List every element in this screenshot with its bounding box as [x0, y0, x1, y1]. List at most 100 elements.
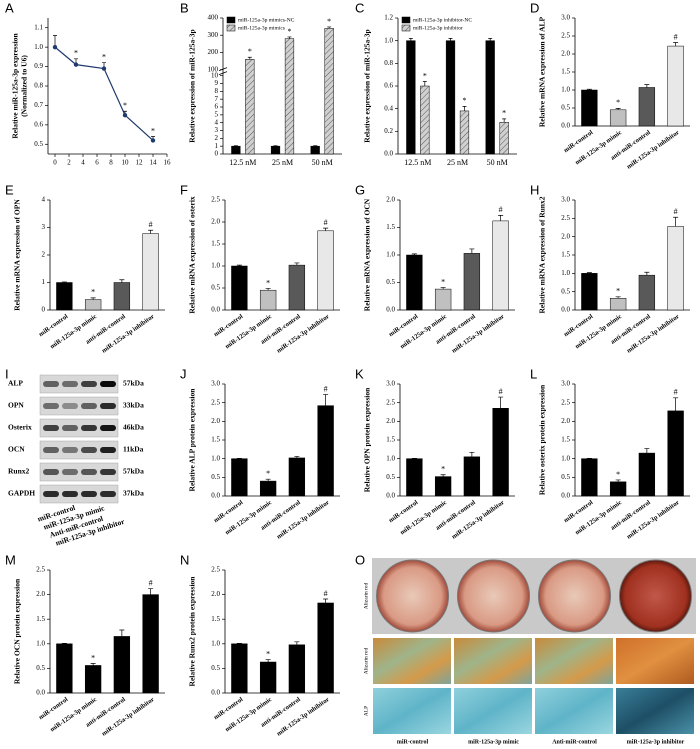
bar	[406, 254, 423, 311]
y-tick-label: 2.5	[211, 398, 220, 406]
annotation: #	[674, 388, 678, 397]
y-tick-label: 0.5	[561, 104, 570, 112]
blot-band	[81, 425, 97, 431]
y-tick-label: 2.5	[211, 566, 220, 574]
bar	[492, 220, 509, 311]
blot-row-label: Runx2	[8, 467, 30, 476]
micrograph	[616, 688, 694, 734]
point	[52, 44, 58, 50]
panel-label: E	[5, 182, 14, 197]
bar	[463, 456, 481, 497]
bar	[231, 145, 241, 155]
bar	[324, 28, 334, 155]
point	[101, 66, 107, 71]
error-bar	[411, 253, 417, 255]
blot-row-label: OPN	[8, 401, 24, 410]
y-tick-label: 0.9	[34, 62, 43, 70]
y-tick-label: 1.0	[561, 269, 570, 277]
annotation: *	[502, 109, 506, 118]
y-tick-label: 3.0	[561, 196, 570, 204]
blot-band	[43, 425, 59, 431]
y-tick-label: 7	[215, 95, 219, 103]
bar	[288, 264, 306, 311]
y-tick-label: 2.0	[561, 417, 570, 425]
y-tick-label: 4	[42, 196, 46, 204]
y-tick-label: 2.0	[386, 417, 395, 425]
y-axis-label: Relative OPN protein expression	[363, 387, 372, 492]
error-bar	[61, 281, 67, 283]
y-axis-label: Relative OCN protein expression	[13, 578, 22, 684]
well	[457, 559, 530, 633]
annotation: #	[499, 387, 503, 396]
error-bar	[148, 588, 154, 595]
blot-strip	[39, 374, 119, 394]
bar	[638, 87, 656, 127]
y-tick-label: 3.0	[561, 14, 570, 22]
panel-label: C	[355, 0, 364, 15]
y-tick-label: 8	[215, 87, 219, 95]
bar	[609, 109, 627, 127]
panel-label: H	[530, 182, 539, 197]
y-tick-label: 5	[215, 110, 219, 118]
bar	[434, 288, 452, 311]
legend-swatch	[401, 24, 411, 32]
annotation: *	[151, 126, 155, 135]
bar	[667, 45, 684, 127]
bar	[463, 253, 481, 311]
blot-band	[100, 403, 116, 409]
y-tick-label: 1.5	[211, 615, 220, 623]
annotation: *	[287, 27, 291, 36]
y-tick-label: 1.0	[561, 454, 570, 462]
error-bar	[488, 38, 493, 41]
y-axis-label: Relative ALP protein expression	[188, 388, 197, 492]
y-tick-label: 0.0	[561, 122, 570, 130]
bar	[245, 59, 255, 155]
error-bar	[498, 215, 504, 221]
x-tick-label: 25 nM	[272, 158, 293, 167]
y-tick-label: 3	[215, 126, 219, 134]
y-tick-label: 1.0	[384, 36, 393, 44]
x-tick-label: 8	[109, 159, 113, 167]
y-tick-label: 0.8	[384, 59, 393, 67]
legend-label: miR-125a-3p inhibitor-NC	[413, 17, 472, 23]
y-tick-label: 0.5	[211, 284, 220, 292]
bar	[445, 40, 456, 155]
blot-band	[81, 469, 97, 475]
y-tick-label: 0.0	[211, 306, 220, 314]
x-tick-label: 0	[53, 159, 57, 167]
column-label: miR-125a-3p mimic	[468, 739, 519, 745]
panel-label: I	[5, 366, 9, 381]
blot-strip	[39, 418, 119, 438]
error-bar	[586, 272, 592, 274]
y-tick-label: 2	[215, 134, 219, 142]
error-bar	[615, 108, 621, 110]
error-bar	[294, 641, 300, 645]
annotation: #	[674, 207, 678, 216]
error-bar	[265, 478, 271, 482]
column-label: Anti-miR-control	[552, 739, 597, 745]
error-bar	[673, 397, 679, 411]
error-bar	[422, 81, 427, 86]
micrograph	[454, 638, 532, 684]
point	[73, 62, 79, 67]
blot-kda: 37kDa	[123, 489, 144, 498]
error-bar	[644, 84, 650, 88]
bar	[84, 299, 102, 311]
x-tick-label: miR-125a-3p inhibitor	[101, 313, 156, 355]
x-tick-label: 2	[67, 159, 71, 167]
y-tick-label: 0.0	[211, 689, 220, 697]
y-tick-label: 1.0	[561, 86, 570, 94]
y-tick-label: 0	[42, 306, 46, 314]
annotation: *	[74, 49, 78, 58]
micrograph	[535, 688, 613, 734]
error-bar	[90, 663, 96, 666]
blot-kda: 46kDa	[123, 423, 144, 432]
y-tick-label: 0.5	[386, 278, 395, 286]
bar	[231, 643, 248, 694]
y-tick-label: 0	[215, 150, 219, 158]
bar	[56, 282, 73, 311]
panel-label: M	[5, 552, 16, 567]
legend-swatch	[401, 16, 411, 24]
